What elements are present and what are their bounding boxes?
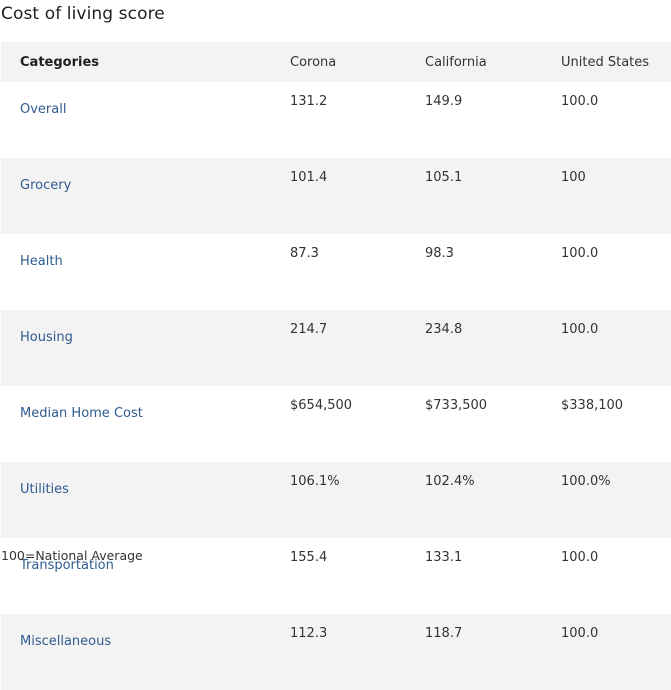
united-states-value: 100.0 — [542, 614, 671, 690]
corona-value: 214.7 — [271, 310, 406, 386]
category-link[interactable]: Health — [20, 254, 63, 269]
california-value: 98.3 — [425, 246, 454, 261]
united-states-value: 100.0 — [542, 310, 671, 386]
corona-value: 155.4 — [290, 550, 328, 565]
table-row: Grocery 101.4 105.1 100 — [1, 158, 671, 234]
california-value: 105.1 — [406, 158, 542, 234]
column-header-categories: Categories — [1, 42, 271, 82]
table-row: Health 87.3 98.3 100.0 — [1, 234, 671, 310]
category-link[interactable]: Utilities — [1, 462, 271, 538]
united-states-value: 100.0 — [561, 94, 599, 109]
table-row: Miscellaneous 112.3 118.7 100.0 — [1, 614, 671, 690]
corona-value: 87.3 — [290, 246, 319, 261]
category-link[interactable]: Grocery — [1, 158, 271, 234]
california-value: 149.9 — [425, 94, 463, 109]
page-title: Cost of living score — [1, 4, 165, 24]
california-value: 234.8 — [406, 310, 542, 386]
column-header-california: California — [406, 42, 542, 82]
corona-value: 106.1% — [271, 462, 406, 538]
california-value: 133.1 — [425, 550, 463, 565]
table-row: Median Home Cost $654,500 $733,500 $338,… — [1, 386, 671, 462]
column-header-corona: Corona — [271, 42, 406, 82]
category-link[interactable]: Miscellaneous — [1, 614, 271, 690]
united-states-value: 100 — [542, 158, 671, 234]
california-value: 118.7 — [406, 614, 542, 690]
category-link[interactable]: Overall — [20, 102, 67, 117]
united-states-value: 100.0 — [561, 246, 599, 261]
table-row: Overall 131.2 149.9 100.0 — [1, 82, 671, 158]
united-states-value: $338,100 — [561, 398, 624, 413]
table-header-row: Categories Corona California United Stat… — [1, 42, 671, 82]
corona-value: 101.4 — [271, 158, 406, 234]
footnote: 100=National Average — [1, 548, 143, 563]
cost-of-living-table: Categories Corona California United Stat… — [1, 42, 671, 690]
corona-value: $654,500 — [290, 398, 353, 413]
corona-value: 112.3 — [271, 614, 406, 690]
corona-value: 131.2 — [290, 94, 328, 109]
table-row: Utilities 106.1% 102.4% 100.0% — [1, 462, 671, 538]
category-link[interactable]: Median Home Cost — [20, 406, 143, 421]
united-states-value: 100.0% — [542, 462, 671, 538]
column-header-united-states: United States — [542, 42, 671, 82]
united-states-value: 100.0 — [561, 550, 599, 565]
table-row: Housing 214.7 234.8 100.0 — [1, 310, 671, 386]
category-link[interactable]: Housing — [1, 310, 271, 386]
california-value: 102.4% — [406, 462, 542, 538]
california-value: $733,500 — [425, 398, 488, 413]
